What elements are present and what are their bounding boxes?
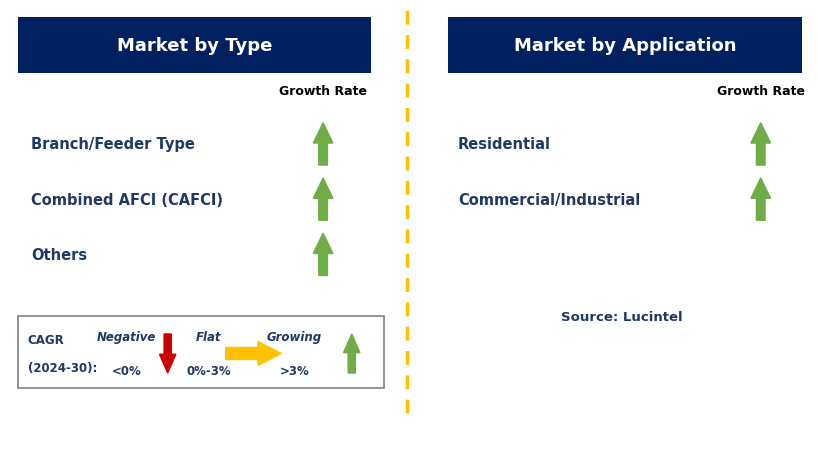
Polygon shape (313, 123, 333, 166)
Polygon shape (313, 234, 333, 276)
Text: Flat: Flat (196, 330, 222, 343)
Text: Growth Rate: Growth Rate (717, 85, 805, 98)
Text: <0%: <0% (112, 364, 142, 377)
Text: Residential: Residential (458, 137, 551, 152)
Text: Growing: Growing (267, 330, 322, 343)
FancyBboxPatch shape (18, 18, 371, 73)
Text: CAGR: CAGR (28, 333, 65, 346)
Text: 0%-3%: 0%-3% (187, 364, 231, 377)
Text: (2024-30):: (2024-30): (28, 361, 97, 375)
Polygon shape (313, 179, 333, 221)
Polygon shape (344, 334, 360, 373)
Polygon shape (751, 179, 771, 221)
Text: Others: Others (31, 247, 88, 262)
Text: Growth Rate: Growth Rate (279, 85, 367, 98)
Polygon shape (751, 123, 771, 166)
FancyBboxPatch shape (18, 317, 384, 388)
Text: Combined AFCI (CAFCI): Combined AFCI (CAFCI) (31, 192, 223, 207)
Polygon shape (226, 342, 281, 366)
FancyBboxPatch shape (448, 18, 802, 73)
Polygon shape (160, 334, 176, 373)
Text: Market by Type: Market by Type (117, 37, 272, 55)
Text: Source: Lucintel: Source: Lucintel (561, 310, 682, 323)
Text: Branch/Feeder Type: Branch/Feeder Type (31, 137, 195, 152)
Text: Market by Application: Market by Application (514, 37, 736, 55)
Text: Negative: Negative (97, 330, 156, 343)
Text: >3%: >3% (280, 364, 309, 377)
Text: Commercial/Industrial: Commercial/Industrial (458, 192, 640, 207)
